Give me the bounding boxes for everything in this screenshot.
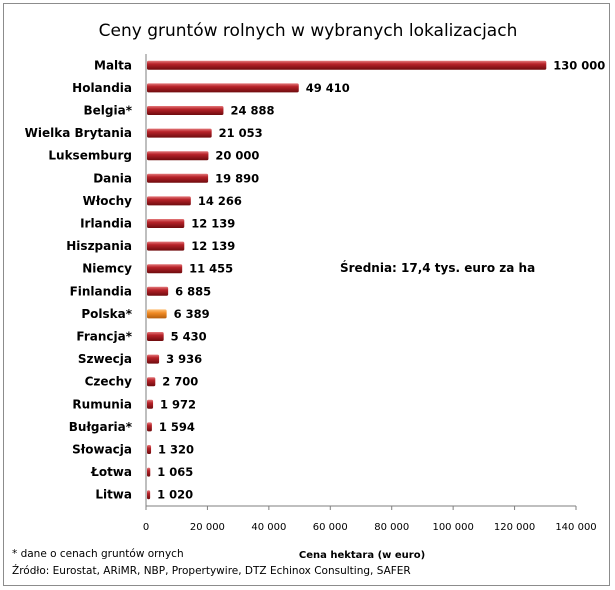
category-label-litwa: Litwa <box>95 488 132 502</box>
bar-malta <box>147 60 547 70</box>
bar-hiszpania <box>147 241 185 251</box>
category-label-finlandia: Finlandia <box>70 284 132 298</box>
category-label-wlochy: Włochy <box>83 194 133 208</box>
value-label-dania: 19 890 <box>215 171 259 185</box>
value-label-wlochy: 14 266 <box>198 194 242 208</box>
value-label-bulgaria: 1 594 <box>159 420 195 434</box>
value-label-holandia: 49 410 <box>306 81 350 95</box>
value-label-finlandia: 6 885 <box>175 284 211 298</box>
bar-luksemburg <box>147 151 209 161</box>
x-tick-label: 60 000 <box>313 522 348 533</box>
value-label-niemcy: 11 455 <box>189 262 233 276</box>
bar-polska <box>147 309 167 319</box>
bar-niemcy <box>147 264 183 274</box>
x-tick-label: 40 000 <box>251 522 286 533</box>
x-tick-label: 20 000 <box>190 522 225 533</box>
category-label-hiszpania: Hiszpania <box>66 239 132 253</box>
bar-finlandia <box>147 286 169 296</box>
bar-dania <box>147 173 209 183</box>
source-note: Źródło: Eurostat, ARiMR, NBP, Propertywi… <box>12 564 411 577</box>
value-label-szwecja: 3 936 <box>166 352 202 366</box>
x-tick-label: 120 000 <box>494 522 535 533</box>
value-label-hiszpania: 12 139 <box>191 239 235 253</box>
value-label-francja: 5 430 <box>171 330 207 344</box>
category-label-francja: Francja* <box>76 330 132 344</box>
value-label-wielka-brytania: 21 053 <box>219 126 263 140</box>
category-label-czechy: Czechy <box>85 375 133 389</box>
bar-francja <box>147 332 164 341</box>
bar-litwa <box>147 490 151 500</box>
category-label-niemcy: Niemcy <box>82 262 132 276</box>
x-tick-label: 0 <box>143 522 149 533</box>
category-label-belgia: Belgia* <box>84 104 133 118</box>
value-label-belgia: 24 888 <box>230 104 274 118</box>
value-label-litwa: 1 020 <box>157 488 193 502</box>
category-label-bulgaria: Bułgaria* <box>69 420 133 434</box>
category-label-slowacja: Słowacja <box>72 443 132 457</box>
category-label-luksemburg: Luksemburg <box>48 149 132 163</box>
bar-szwecja <box>147 354 160 364</box>
bar-czechy <box>147 377 156 387</box>
category-label-rumunia: Rumunia <box>72 397 132 411</box>
bar-bulgaria <box>147 422 152 432</box>
footnote: * dane o cenach gruntów ornych <box>12 548 184 560</box>
x-tick-label: 80 000 <box>374 522 409 533</box>
value-label-polska: 6 389 <box>174 307 210 321</box>
x-tick-label: 100 000 <box>432 522 473 533</box>
chart-frame: Ceny gruntów rolnych w wybranych lokaliz… <box>3 3 610 586</box>
bar-slowacja <box>147 445 152 454</box>
category-label-polska: Polska* <box>81 307 132 321</box>
category-label-malta: Malta <box>94 58 132 72</box>
bar-rumunia <box>147 399 154 409</box>
category-label-irlandia: Irlandia <box>80 217 132 231</box>
value-label-slowacja: 1 320 <box>158 443 194 457</box>
category-label-dania: Dania <box>93 171 132 185</box>
value-label-lotwa: 1 065 <box>157 465 193 479</box>
category-label-szwecja: Szwecja <box>78 352 132 366</box>
chart-title: Ceny gruntów rolnych w wybranych lokaliz… <box>99 21 518 41</box>
category-label-lotwa: Łotwa <box>90 465 132 479</box>
x-tick-label: 140 000 <box>555 522 596 533</box>
x-axis-label: Cena hektara (w euro) <box>299 550 425 561</box>
category-label-wielka-brytania: Wielka Brytania <box>25 126 132 140</box>
value-label-czechy: 2 700 <box>162 375 198 389</box>
category-label-holandia: Holandia <box>72 81 132 95</box>
bar-lotwa <box>147 467 151 477</box>
bar-irlandia <box>147 219 185 228</box>
bar-holandia <box>147 83 299 93</box>
value-label-irlandia: 12 139 <box>191 217 235 231</box>
value-label-rumunia: 1 972 <box>160 397 196 411</box>
bar-wlochy <box>147 196 191 206</box>
value-label-luksemburg: 20 000 <box>215 149 259 163</box>
bar-wielka-brytania <box>147 128 212 138</box>
bar-belgia <box>147 106 224 115</box>
average-annotation: Średnia: 17,4 tys. euro za ha <box>340 260 535 275</box>
value-label-malta: 130 000 <box>553 58 605 72</box>
